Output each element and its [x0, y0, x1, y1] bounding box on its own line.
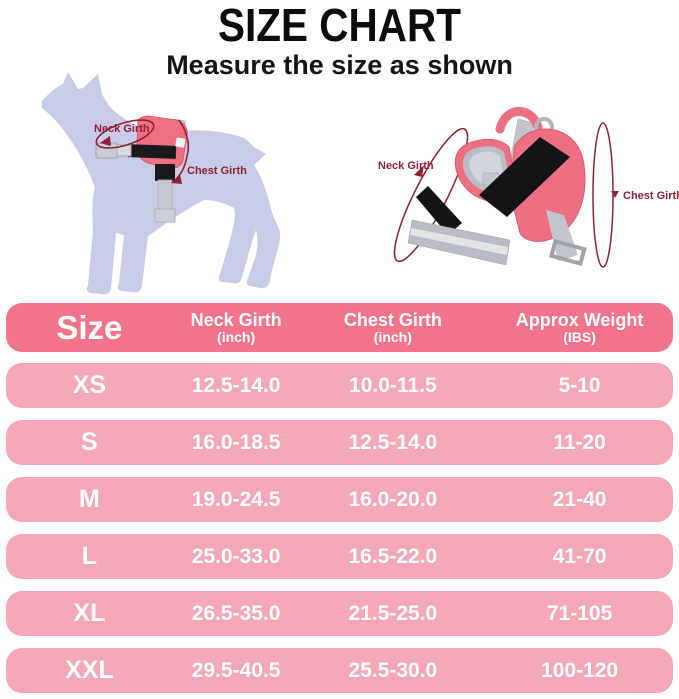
page-title: SIZE CHART: [218, 0, 461, 51]
chest-girth-value: 21.5-25.0: [348, 601, 438, 625]
dog-neck-girth-label: Neck Girth: [94, 123, 150, 135]
dog-chest-girth-label: Chest Girth: [187, 165, 247, 177]
page-subtitle: Measure the size as shown: [166, 50, 513, 80]
chest-girth-arrow: [176, 119, 190, 179]
chest-girth-value: 16.0-20.0: [348, 487, 438, 511]
neck-girth-value: 12.5-14.0: [191, 373, 281, 397]
table-row-xxl: XXL 29.5-40.5 25.5-30.0 100-120: [6, 648, 673, 693]
neck-girth-value: 26.5-35.0: [191, 601, 281, 625]
header-chest-girth: Chest Girth (inch): [299, 309, 486, 345]
harness-label-patch: [175, 137, 186, 148]
black-diagonal-band: [479, 137, 570, 217]
harness-on-dog: [95, 115, 188, 223]
right-strap-buckle: [548, 238, 587, 267]
chest-girth-value: 16.5-22.0: [348, 544, 438, 568]
header-neck-girth-unit: (inch): [217, 328, 256, 345]
harness-measurement-illustration: Neck Girth Chest Girth: [378, 107, 679, 268]
table-header-row: Size Neck Girth (inch) Chest Girth (inch…: [6, 303, 673, 352]
table-row-xl: XL 26.5-35.0 21.5-25.0 71-105: [6, 591, 673, 636]
left-black-strap: [416, 186, 462, 235]
reflective-stripe: [410, 228, 508, 255]
table-row-s: S 16.0-18.5 12.5-14.0 11-20: [6, 420, 673, 465]
weight-value: 11-20: [553, 430, 606, 454]
size-value: XL: [73, 599, 106, 627]
harness-chest-strap-black: [127, 144, 177, 159]
chest-girth-value: 10.0-11.5: [349, 373, 437, 397]
table-row-xs: XS 12.5-14.0 10.0-11.5 5-10: [6, 363, 673, 408]
size-table: Size Neck Girth (inch) Chest Girth (inch…: [6, 303, 673, 699]
harness-belly-strap: [157, 179, 173, 211]
weight-value: 71-105: [546, 601, 613, 625]
header-chest-girth-unit: (inch): [373, 328, 412, 345]
size-value: S: [81, 428, 98, 456]
harness-chest-girth-label: Chest Girth: [623, 190, 679, 202]
neck-girth-value: 29.5-40.5: [191, 658, 281, 682]
table-row-l: L 25.0-33.0 16.5-22.0 41-70: [6, 534, 673, 579]
harness-neck-girth-label: Neck Girth: [378, 160, 434, 172]
weight-value: 41-70: [552, 544, 607, 568]
neck-girth-value: 25.0-33.0: [191, 544, 281, 568]
header-approx-weight-title: Approx Weight: [515, 309, 644, 330]
header-neck-girth: Neck Girth (inch): [173, 309, 300, 345]
neck-girth-arrowhead: [100, 136, 111, 146]
harness-belly-buckle-black: [155, 164, 175, 181]
neck-girth-ellipse: [393, 127, 469, 263]
header-approx-weight-unit: (IBS): [563, 328, 596, 345]
size-value: XS: [72, 371, 107, 399]
dog-measurement-illustration: Neck Girth Chest Girth: [42, 72, 281, 295]
table-row-m: M 19.0-24.5 16.0-20.0 21-40: [6, 477, 673, 522]
harness-product: [407, 107, 587, 267]
chest-girth-ellipse: [592, 122, 614, 268]
size-value: M: [78, 485, 100, 513]
neck-girth-value: 16.0-18.5: [191, 430, 281, 454]
chest-girth-arrowhead: [611, 191, 619, 198]
chest-girth-arrowhead: [171, 174, 182, 184]
neck-girth-arrow: [95, 119, 155, 149]
header-neck-girth-title: Neck Girth: [190, 309, 282, 330]
weight-value: 21-40: [552, 487, 607, 511]
chest-girth-value: 25.5-30.0: [348, 658, 438, 682]
weight-value: 5-10: [558, 373, 601, 397]
size-value: XXL: [65, 656, 114, 684]
neck-girth-value: 19.0-24.5: [191, 487, 281, 511]
header-size: Size: [56, 308, 123, 346]
neck-girth-arrowhead: [414, 165, 424, 177]
chest-girth-value: 12.5-14.0: [348, 430, 438, 454]
size-value: L: [81, 542, 98, 570]
header-approx-weight: Approx Weight (IBS): [486, 309, 673, 345]
harness-buckle-plate: [95, 142, 119, 159]
header-chest-girth-title: Chest Girth: [343, 309, 442, 330]
weight-value: 100-120: [541, 658, 619, 682]
right-gray-strap: [546, 210, 578, 261]
harness-belly-strap-tip: [154, 208, 176, 223]
